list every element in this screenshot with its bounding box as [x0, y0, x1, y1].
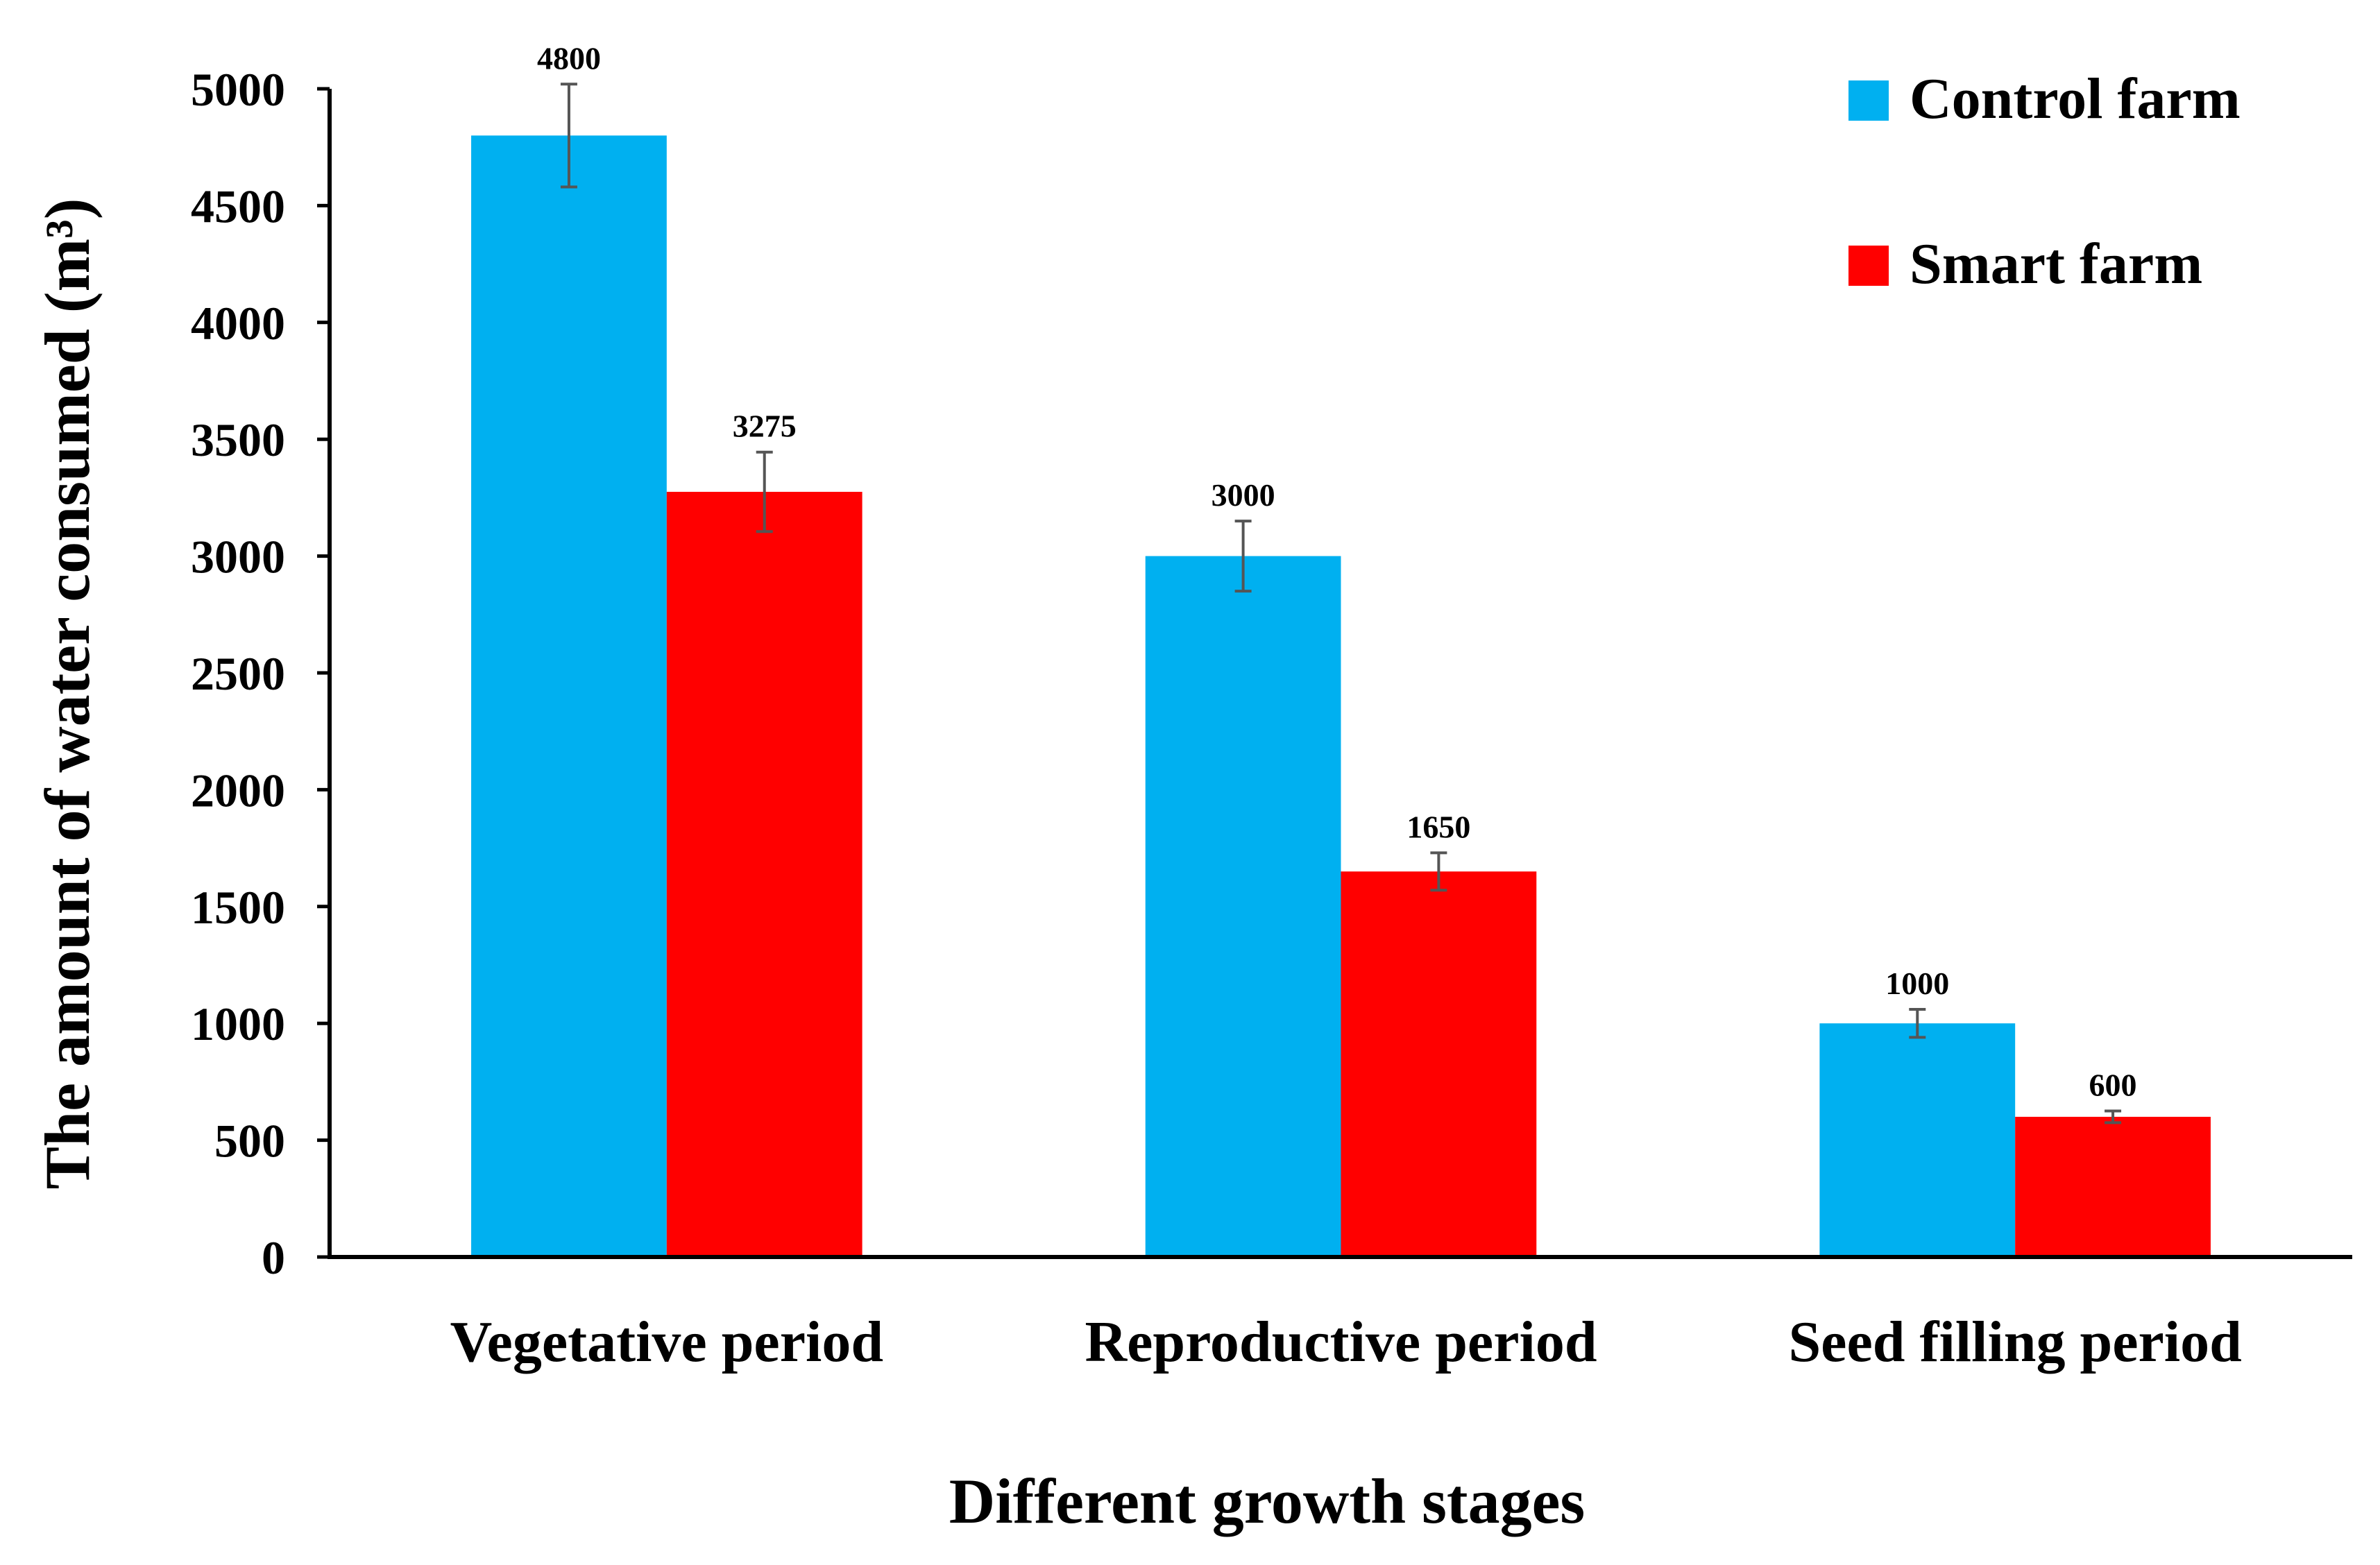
legend-swatch	[1848, 246, 1889, 286]
legend-swatch	[1848, 80, 1889, 121]
bar-smart-2	[2015, 1116, 2211, 1257]
y-tick-label: 2000	[191, 764, 285, 816]
data-label: 3275	[733, 409, 797, 444]
y-tick-label: 5000	[191, 63, 285, 116]
data-label: 1000	[1885, 966, 1949, 1001]
bars-layer	[471, 135, 2211, 1258]
y-tick-label: 1000	[191, 998, 285, 1050]
y-tick-label: 2500	[191, 647, 285, 700]
error-bar	[1909, 1007, 1926, 1039]
bar-smart-1	[1341, 871, 1537, 1257]
data-label: 3000	[1212, 477, 1275, 513]
data-label: 4800	[537, 40, 601, 76]
bar-control-0	[471, 135, 667, 1258]
x-tick-label: Vegetative period	[450, 1310, 883, 1374]
y-tick-label: 3500	[191, 413, 285, 466]
x-axis-title: Different growth stages	[949, 1466, 1585, 1537]
data-label: 1650	[1406, 809, 1470, 844]
legend-label: Smart farm	[1910, 232, 2202, 296]
error-bar	[1430, 851, 1447, 892]
data-label: 600	[2089, 1068, 2137, 1103]
y-tick-label: 500	[214, 1115, 285, 1168]
error-bar	[560, 83, 577, 189]
x-tick-label: Seed filling period	[1788, 1310, 2241, 1374]
y-tick-label: 3000	[191, 531, 285, 583]
axes-layer: Vegetative period Reproductive period Seed…	[191, 63, 2352, 1374]
bar-control-2	[1819, 1023, 2016, 1257]
y-tick-label: 1500	[191, 881, 285, 934]
legend-label: Control farm	[1910, 67, 2241, 131]
bar-smart-0	[666, 491, 862, 1257]
error-bar	[1234, 520, 1252, 593]
error-bar	[2105, 1109, 2122, 1124]
error-bar	[756, 450, 773, 533]
bar-control-1	[1145, 556, 1341, 1257]
x-tick-label: Reproductive period	[1085, 1310, 1597, 1374]
y-axis-title: The amount of water consumed (m³)	[32, 198, 103, 1190]
legend: Control farm Smart farm	[1848, 67, 2241, 296]
y-tick-label: 4500	[191, 180, 285, 232]
y-tick-label: 0	[262, 1231, 285, 1284]
y-tick-label: 4000	[191, 297, 285, 350]
data-labels-layer: 4800 3275 3000 1650 1000 600	[537, 40, 2137, 1102]
error-bars-layer	[560, 83, 2122, 1124]
